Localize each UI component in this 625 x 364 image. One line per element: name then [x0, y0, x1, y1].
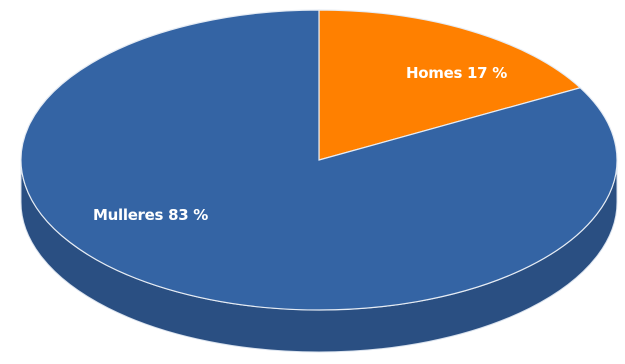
pie-chart-slices: [20, 9, 618, 311]
slice-label-homes: Homes 17 %: [406, 64, 507, 82]
slice-label-mulleres: Mulleres 83 %: [93, 206, 208, 224]
slice-homes: [318, 9, 582, 161]
slice-mulleres: [20, 9, 618, 311]
pie-chart-labels: Homes 17 % Mulleres 83 %: [93, 64, 508, 224]
